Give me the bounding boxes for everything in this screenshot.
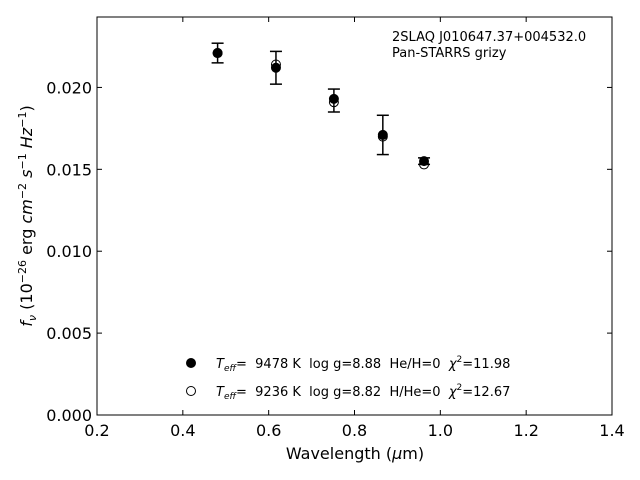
legend: Teff= 9478 K log g=8.88 He/H=0 χ2=11.98 … [186, 355, 510, 402]
x-tick-label: 0.2 [84, 421, 109, 440]
annotation-line-2: Pan-STARRS grizy [392, 46, 507, 61]
model-point-filled [270, 62, 281, 73]
model-point-filled [328, 93, 339, 104]
legend-label-2: Teff= 9236 K log g=8.82 H/He=0 χ2=12.67 [216, 383, 510, 402]
y-tick-label: 0.015 [46, 160, 92, 179]
x-axis-label: Wavelength (μm) [286, 444, 424, 463]
model-point-filled [377, 129, 388, 140]
y-tick-label: 0.005 [46, 324, 92, 343]
legend-entry-2: Teff= 9236 K log g=8.82 H/He=0 χ2=12.67 [186, 383, 510, 402]
model-point-filled [212, 48, 223, 59]
chart-marks [211, 42, 431, 170]
x-tick-label: 0.8 [342, 421, 367, 440]
x-tick-label: 0.4 [170, 421, 195, 440]
model-point-filled [419, 156, 430, 167]
x-tick-label: 1.2 [513, 421, 538, 440]
legend-entry-1: Teff= 9478 K log g=8.88 He/H=0 χ2=11.98 [186, 355, 510, 374]
x-tick-label: 1.0 [428, 421, 453, 440]
y-tick-label: 0.010 [46, 242, 92, 261]
legend-marker-filled [186, 358, 196, 368]
axis-ticks: 0.2 0.4 0.6 0.8 1.0 1.2 1.4 0.000 0.005 0.010 0.01… [46, 17, 625, 440]
annotation-line-1: 2SLAQ J010647.37+004532.0 [392, 30, 586, 45]
y-tick-label: 0.020 [46, 78, 92, 97]
x-tick-label: 0.6 [256, 421, 281, 440]
y-axis-label: fν (10−26 erg cm−2 s−1 Hz−1) [16, 105, 39, 326]
y-tick-label: 0.000 [46, 406, 92, 425]
legend-marker-open [186, 386, 196, 396]
x-tick-label: 1.4 [599, 421, 624, 440]
legend-label-1: Teff= 9478 K log g=8.88 He/H=0 χ2=11.98 [216, 355, 510, 374]
plot-frame [96, 16, 613, 416]
